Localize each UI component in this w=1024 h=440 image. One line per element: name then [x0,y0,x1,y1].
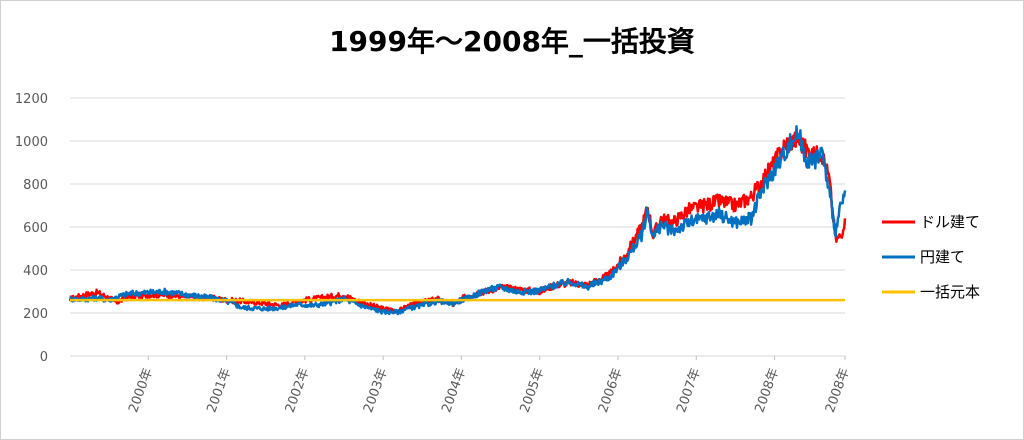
x-tick-label: 2008年 [752,366,782,414]
y-tick-label: 1000 [15,135,48,150]
y-tick-label: 200 [23,307,48,322]
x-tick-label: 2005年 [518,366,548,414]
x-tick-label: 2002年 [283,366,313,414]
x-tick-label: 2008年 [823,366,853,414]
x-tick-label: 2000年 [126,366,156,414]
y-tick-label: 0 [40,350,48,365]
series-line-2 [68,125,847,316]
x-tick-label: 2003年 [361,366,391,414]
y-tick-label: 1200 [15,92,48,107]
y-tick-label: 400 [23,264,48,279]
gridlines [70,97,845,357]
y-axis: 0 200 400 600 800 1000 1200 [15,92,48,365]
chart-title: 1999年～2008年_一括投資 [329,25,695,58]
x-tick-label: 2006年 [596,366,626,414]
x-tick-label: 2001年 [204,366,234,414]
y-tick-label: 600 [23,221,48,236]
legend-label: ドル建て [920,213,980,231]
y-tick-label: 800 [23,178,48,193]
legend-label: 一括元本 [920,283,980,301]
x-tick-label: 2007年 [674,366,704,414]
x-tick-label: 2004年 [439,366,469,414]
x-axis: 2000年 2001年 2002年 2003年 2004年 2005年 2006年 2007年… [126,356,853,415]
series-group [68,125,847,316]
legend-label: 円建て [920,248,965,266]
